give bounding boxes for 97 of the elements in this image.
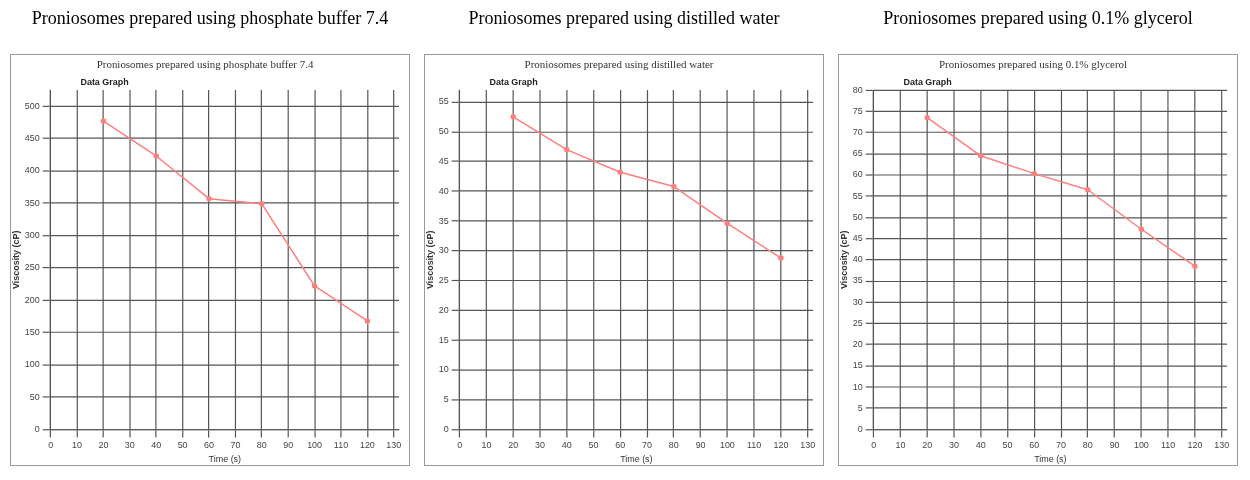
text: Data Graph	[903, 77, 952, 88]
chart-title: Proniosomes prepared using distilled water	[467, 8, 781, 30]
y-tick-label: 15	[852, 360, 863, 371]
y-tick-label: 50	[29, 391, 40, 402]
x-tick-label: 60	[204, 440, 214, 451]
y-tick-label: 20	[438, 304, 449, 315]
x-tick-label: 70	[642, 440, 653, 451]
x-tick-label: 20	[922, 440, 933, 451]
x-tick-label: 60	[1029, 440, 1040, 451]
y-tick-label: 40	[438, 185, 449, 196]
x-tick-label: 50	[1002, 440, 1013, 451]
y-tick-label: 75	[852, 105, 863, 116]
y-tick-label: 45	[438, 155, 449, 166]
chart-subtitle: Proniosomes prepared using distilled water	[524, 58, 714, 71]
x-tick-label: 70	[1056, 440, 1067, 451]
y-tick-label: 35	[852, 275, 863, 286]
y-tick-label: 45	[852, 233, 863, 244]
y-tick-label: 5	[443, 394, 449, 405]
x-tick-label: 130	[386, 440, 402, 451]
y-tick-label: 0	[443, 424, 449, 435]
y-tick-label: 80	[852, 84, 863, 95]
x-tick-label: 120	[773, 440, 789, 451]
chart-subtitle: Proniosomes prepared using 0.1% glycerol	[939, 58, 1128, 71]
x-axis-title: Time (s)	[208, 454, 242, 465]
y-tick-label: 20	[852, 339, 863, 350]
y-axis-title: Viscosity (cP)	[838, 230, 849, 290]
x-tick-label: 80	[668, 440, 679, 451]
x-tick-label: 130	[1214, 440, 1230, 451]
chart-title: Proniosomes prepared using phosphate buffer 7.4	[30, 8, 390, 30]
x-tick-label: 0	[871, 440, 877, 451]
y-tick-label: 15	[438, 334, 449, 345]
y-tick-label: 100	[24, 359, 40, 370]
y-tick-label: 150	[24, 327, 40, 338]
y-tick-label: 30	[852, 296, 863, 307]
chart-subtitle: Proniosomes prepared using phosphate buffer 7.4	[96, 58, 314, 71]
y-tick-label: 55	[852, 190, 863, 201]
y-tick-label: 40	[852, 254, 863, 265]
y-tick-label: 25	[438, 275, 449, 286]
x-tick-label: 130	[800, 440, 816, 451]
y-tick-label: 50	[438, 126, 449, 137]
y-tick-label: 0	[34, 424, 40, 435]
y-tick-label: 10	[852, 381, 863, 392]
x-tick-label: 100	[307, 440, 323, 451]
y-axis-title: Viscosity (cP)	[424, 230, 435, 290]
y-tick-label: 65	[852, 148, 863, 159]
text: Data Graph	[489, 77, 538, 88]
x-tick-label: 90	[695, 440, 706, 451]
x-tick-label: 40	[975, 440, 986, 451]
y-tick-label: 50	[852, 211, 863, 222]
x-tick-label: 0	[457, 440, 463, 451]
x-tick-label: 50	[588, 440, 599, 451]
y-tick-label: 35	[438, 215, 449, 226]
x-axis-title: Time (s)	[620, 454, 653, 465]
y-tick-label: 70	[852, 126, 863, 137]
x-tick-label: 30	[948, 440, 959, 451]
x-tick-label: 50	[177, 440, 188, 451]
y-tick-label: 250	[24, 262, 40, 273]
x-tick-label: 40	[151, 440, 162, 451]
x-tick-label: 20	[98, 440, 109, 451]
x-axis-title: Time (s)	[1034, 454, 1067, 465]
x-tick-label: 120	[1187, 440, 1203, 451]
y-tick-label: 200	[24, 294, 40, 305]
x-tick-label: 90	[283, 440, 294, 451]
x-tick-label: 100	[719, 440, 735, 451]
x-tick-label: 30	[534, 440, 545, 451]
y-tick-label: 350	[24, 197, 40, 208]
chart-title: Proniosomes prepared using 0.1% glycerol	[882, 8, 1194, 30]
x-tick-label: 20	[508, 440, 519, 451]
x-tick-label: 10	[72, 440, 83, 451]
y-tick-label: 500	[24, 100, 40, 111]
x-tick-label: 120	[359, 440, 375, 451]
y-axis-title: Viscosity (cP)	[10, 230, 21, 290]
y-tick-label: 300	[24, 230, 40, 241]
x-tick-label: 110	[1161, 440, 1176, 451]
x-tick-label: 60	[615, 440, 626, 451]
x-tick-label: 30	[124, 440, 135, 451]
y-tick-label: 25	[852, 317, 863, 328]
x-tick-label: 40	[561, 440, 572, 451]
x-tick-label: 100	[1133, 440, 1149, 451]
y-tick-label: 0	[857, 424, 863, 435]
x-tick-label: 110	[333, 440, 349, 451]
x-tick-label: 90	[1109, 440, 1120, 451]
x-tick-label: 80	[1082, 440, 1093, 451]
y-tick-label: 30	[438, 245, 449, 256]
text: Data Graph	[80, 77, 129, 88]
x-tick-label: 10	[895, 440, 906, 451]
y-tick-label: 55	[438, 96, 449, 107]
y-tick-label: 450	[24, 133, 40, 144]
y-tick-label: 10	[438, 364, 449, 375]
y-tick-label: 5	[857, 402, 863, 413]
x-tick-label: 80	[256, 440, 267, 451]
x-tick-label: 110	[747, 440, 762, 451]
y-tick-label: 400	[24, 165, 40, 176]
x-tick-label: 0	[48, 440, 54, 451]
x-tick-label: 70	[230, 440, 241, 451]
x-tick-label: 10	[481, 440, 492, 451]
y-tick-label: 60	[852, 169, 863, 180]
